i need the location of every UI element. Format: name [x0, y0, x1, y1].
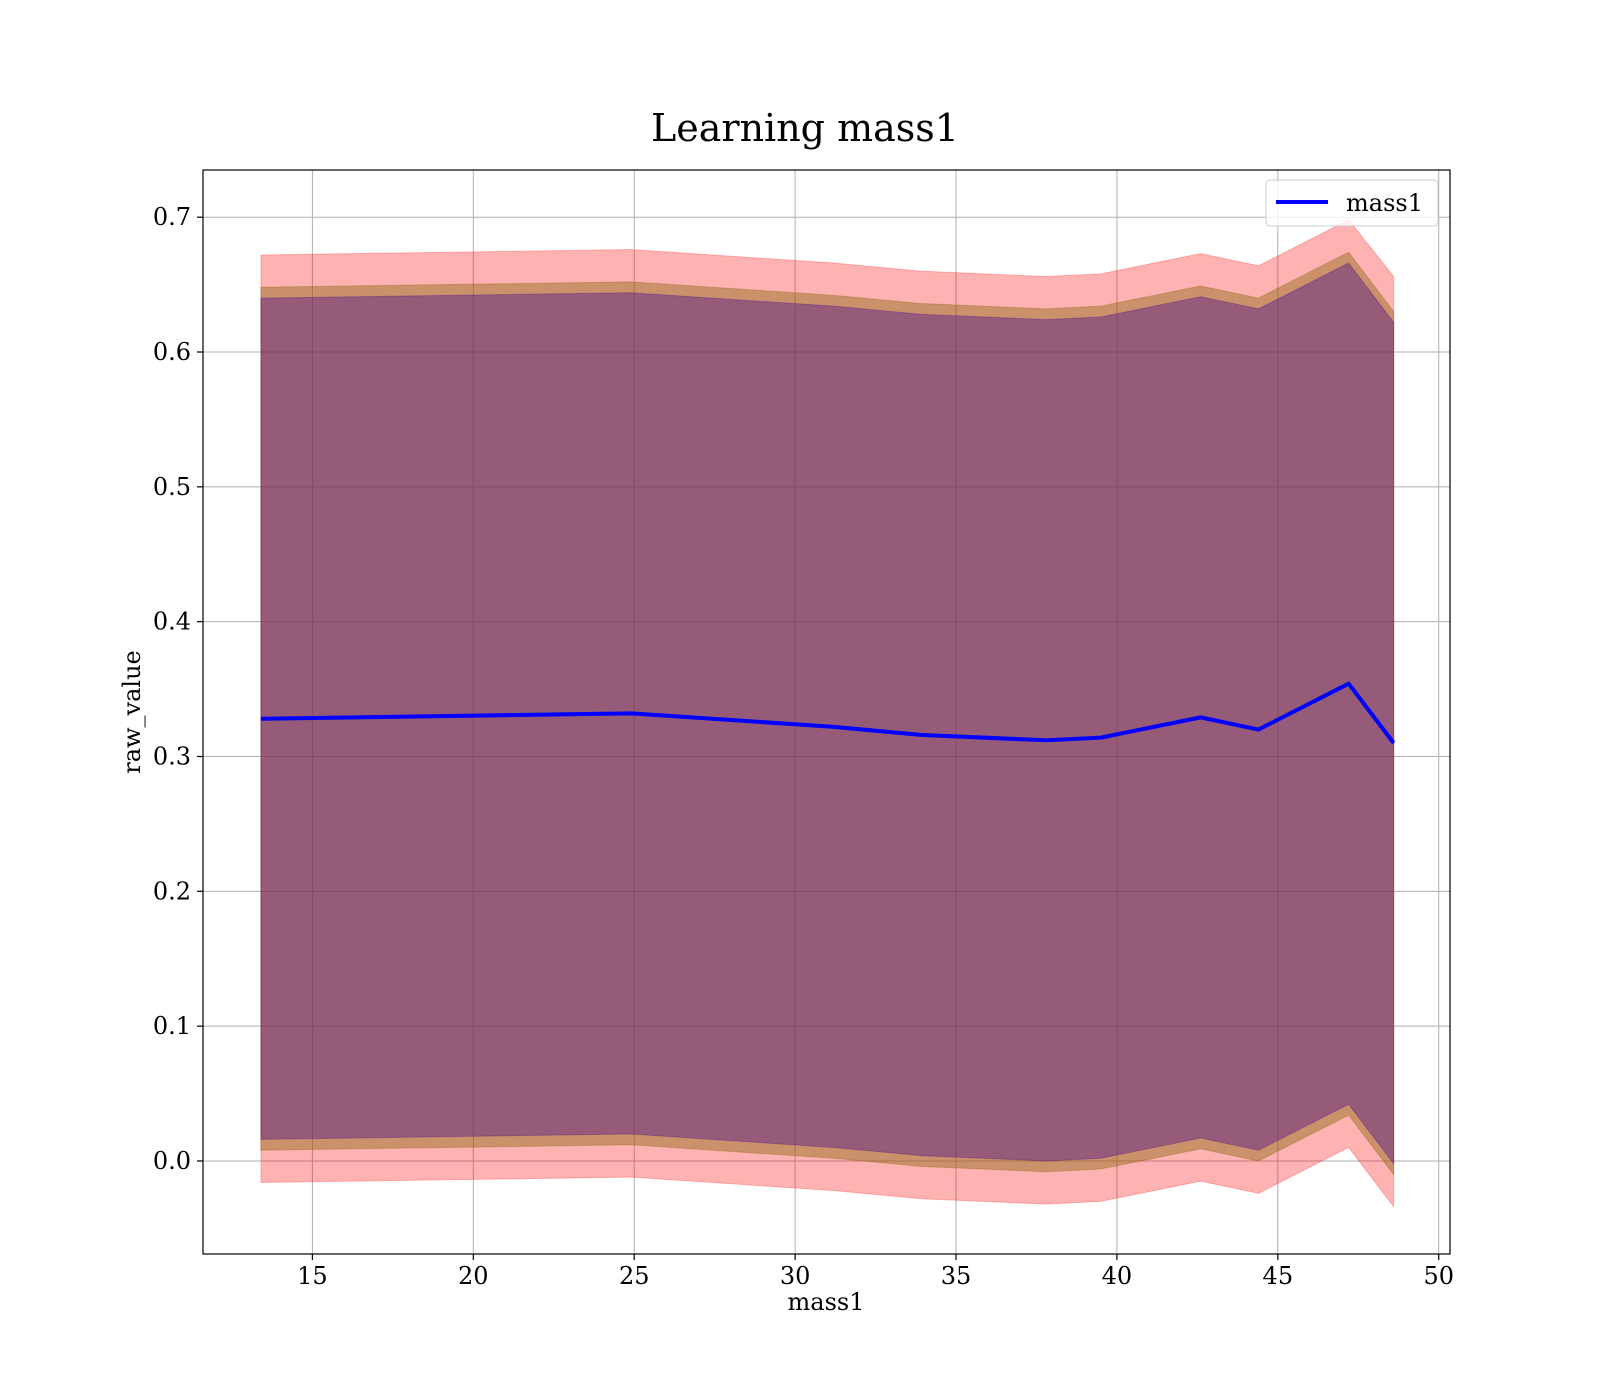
plot-frame [202, 169, 1451, 1255]
x-tick-label: 35 [941, 1262, 972, 1290]
y-tick-label: 0.4 [153, 608, 191, 636]
x-axis-label: mass1 [788, 1288, 865, 1316]
x-tick-label: 40 [1102, 1262, 1133, 1290]
confidence-bands [260, 219, 1395, 1209]
y-tick-label: 0.0 [153, 1147, 191, 1175]
y-axis-label: raw_value [118, 650, 146, 774]
y-tick-label: 0.6 [153, 338, 191, 366]
confidence-band-1 [260, 219, 1395, 1209]
x-tick-label: 20 [458, 1262, 489, 1290]
x-tick-label: 30 [780, 1262, 811, 1290]
legend-label-mass1: mass1 [1346, 189, 1423, 217]
y-tick-label: 0.1 [153, 1012, 191, 1040]
x-tick-label: 25 [619, 1262, 650, 1290]
confidence-band-2 [260, 251, 1395, 1176]
y-tick-label: 0.3 [153, 742, 191, 770]
plot-area [202, 169, 1451, 1255]
y-tick-label: 0.2 [153, 877, 191, 905]
x-tick-label: 15 [297, 1262, 328, 1290]
grid-lines [203, 170, 1450, 1254]
confidence-band-3 [260, 262, 1395, 1166]
series-lines [260, 681, 1396, 745]
y-axis-ticks: 0.0 0.1 0.2 0.3 0.4 0.5 0.6 0.7 [153, 203, 203, 1175]
legend: mass1 [1265, 179, 1439, 227]
y-tick-label: 0.5 [153, 473, 191, 501]
y-tick-label: 0.7 [153, 203, 191, 231]
x-tick-label: 50 [1423, 1262, 1454, 1290]
x-tick-label: 45 [1263, 1262, 1294, 1290]
chart-title: Learning mass1 [651, 106, 959, 150]
series-line-mass1 [260, 681, 1396, 745]
legend-box [1265, 179, 1439, 227]
x-axis-ticks: 15 20 25 30 35 40 45 50 [297, 1254, 1454, 1290]
